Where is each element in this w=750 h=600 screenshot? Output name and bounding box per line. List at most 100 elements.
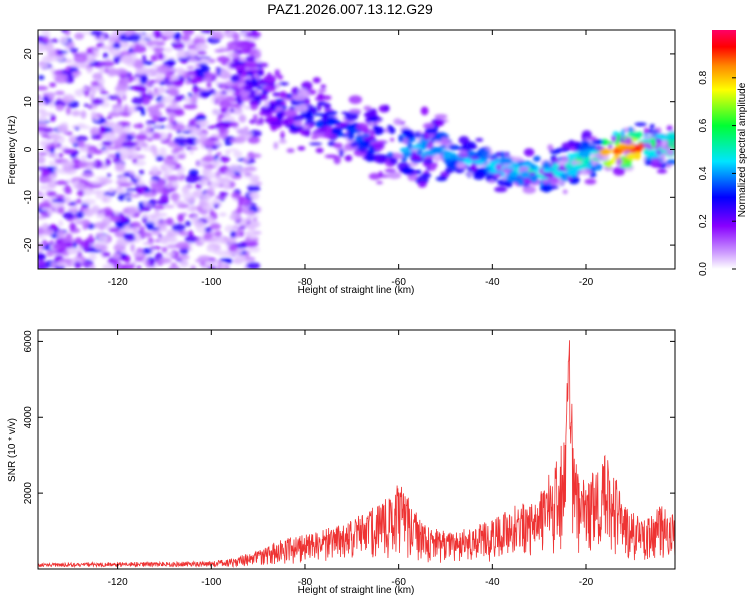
heatmap-cell: [193, 220, 205, 228]
heatmap-cell: [130, 221, 142, 228]
heatmap-cell: [219, 155, 230, 163]
heatmap-cell: [100, 45, 111, 51]
heatmap-cell: [47, 49, 57, 58]
y-tick-label: 6000: [23, 330, 34, 353]
heatmap-cell: [567, 176, 572, 181]
heatmap-cell: [348, 95, 363, 104]
heatmap-cell: [138, 169, 145, 176]
heatmap-cell: [249, 119, 257, 124]
x-tick-label: -60: [391, 277, 406, 288]
heatmap-cell: [214, 230, 222, 237]
heatmap-cell: [239, 30, 246, 37]
heatmap-cell: [248, 153, 262, 159]
heatmap-cell: [306, 111, 312, 120]
heatmap-cell: [124, 235, 136, 242]
heatmap-cell: [119, 54, 134, 64]
heatmap-cell: [67, 207, 78, 211]
heatmap-cell: [99, 34, 105, 44]
heatmap-cell: [80, 110, 87, 119]
heatmap-cell: [92, 72, 103, 80]
heatmap-cell: [277, 82, 289, 86]
heatmap-cell: [581, 158, 588, 168]
heatmap-cell: [279, 91, 287, 99]
heatmap-cell: [473, 152, 482, 158]
heatmap-cell: [278, 139, 287, 144]
heatmap-cell: [150, 166, 160, 175]
heatmap-cell: [38, 234, 46, 239]
heatmap-cell: [173, 200, 185, 205]
heatmap-cell: [198, 63, 209, 68]
heatmap-cell: [458, 136, 470, 145]
heatmap-cell: [121, 253, 127, 259]
heatmap-cell: [253, 207, 258, 213]
heatmap-cell: [291, 87, 300, 96]
heatmap-cell: [183, 103, 198, 110]
heatmap-cell: [142, 247, 152, 255]
heatmap-cell: [194, 43, 209, 51]
heatmap-cell: [95, 213, 105, 219]
heatmap-cell: [270, 116, 278, 123]
heatmap-cell: [317, 101, 327, 106]
heatmap-cell: [119, 215, 128, 223]
snr-xlabel: Height of straight line (km): [298, 585, 415, 596]
heatmap-cell: [195, 183, 203, 190]
heatmap-cell: [216, 152, 222, 156]
heatmap-cell: [272, 92, 281, 97]
heatmap-cell: [117, 193, 126, 201]
heatmap-cell: [79, 140, 85, 148]
heatmap-cell: [331, 127, 343, 135]
heatmap-cell: [440, 137, 450, 146]
heatmap-cell: [153, 64, 158, 68]
heatmap-cell: [110, 31, 120, 40]
heatmap-cell: [38, 127, 47, 131]
heatmap-cell: [128, 76, 136, 81]
heatmap-cell: [167, 175, 179, 182]
heatmap-cell: [144, 33, 155, 40]
heatmap-cell: [204, 226, 212, 233]
heatmap-cell: [388, 127, 396, 134]
y-tick-label: 20: [23, 48, 34, 60]
heatmap-cell: [38, 152, 49, 156]
heatmap-cell: [312, 77, 321, 84]
heatmap-cell: [132, 252, 144, 257]
heatmap-cell: [123, 192, 132, 196]
heatmap-cell: [263, 74, 277, 83]
heatmap-cell: [147, 89, 153, 94]
heatmap-cell: [400, 128, 412, 134]
heatmap-cell: [189, 79, 198, 84]
heatmap-cell: [88, 253, 97, 262]
heatmap-cell: [614, 140, 620, 147]
heatmap-cell: [117, 97, 122, 106]
heatmap-cell: [201, 193, 211, 202]
figure-title: PAZ1.2026.007.13.12.G29: [267, 1, 433, 17]
heatmap-cell: [282, 119, 289, 126]
heatmap-cell: [666, 132, 675, 138]
heatmap-cell: [363, 113, 377, 118]
heatmap-cell: [42, 223, 49, 231]
heatmap-cell: [93, 115, 100, 121]
heatmap-cell: [581, 130, 592, 139]
x-tick-label: -120: [108, 277, 128, 288]
heatmap-cell: [49, 38, 59, 43]
heatmap-cell: [46, 250, 54, 257]
heatmap-cell: [245, 55, 256, 62]
heatmap-cell: [142, 147, 155, 151]
heatmap-cell: [64, 30, 71, 36]
heatmap-cell: [230, 74, 241, 82]
heatmap-cell: [659, 135, 670, 141]
heatmap-cell: [112, 262, 122, 266]
heatmap-cell: [523, 148, 535, 157]
heatmap-cell: [458, 158, 464, 163]
heatmap-cell: [90, 126, 100, 136]
heatmap-cell: [139, 231, 153, 238]
heatmap-cell: [200, 65, 210, 73]
heatmap-cell: [49, 146, 55, 154]
heatmap-cell: [348, 108, 362, 114]
heatmap-cell: [111, 125, 124, 134]
heatmap-cell: [141, 143, 149, 148]
heatmap-cell: [649, 124, 655, 129]
heatmap-cell: [152, 148, 158, 158]
heatmap-cell: [327, 116, 337, 125]
heatmap-cell: [237, 195, 246, 202]
heatmap-cell: [130, 243, 135, 253]
